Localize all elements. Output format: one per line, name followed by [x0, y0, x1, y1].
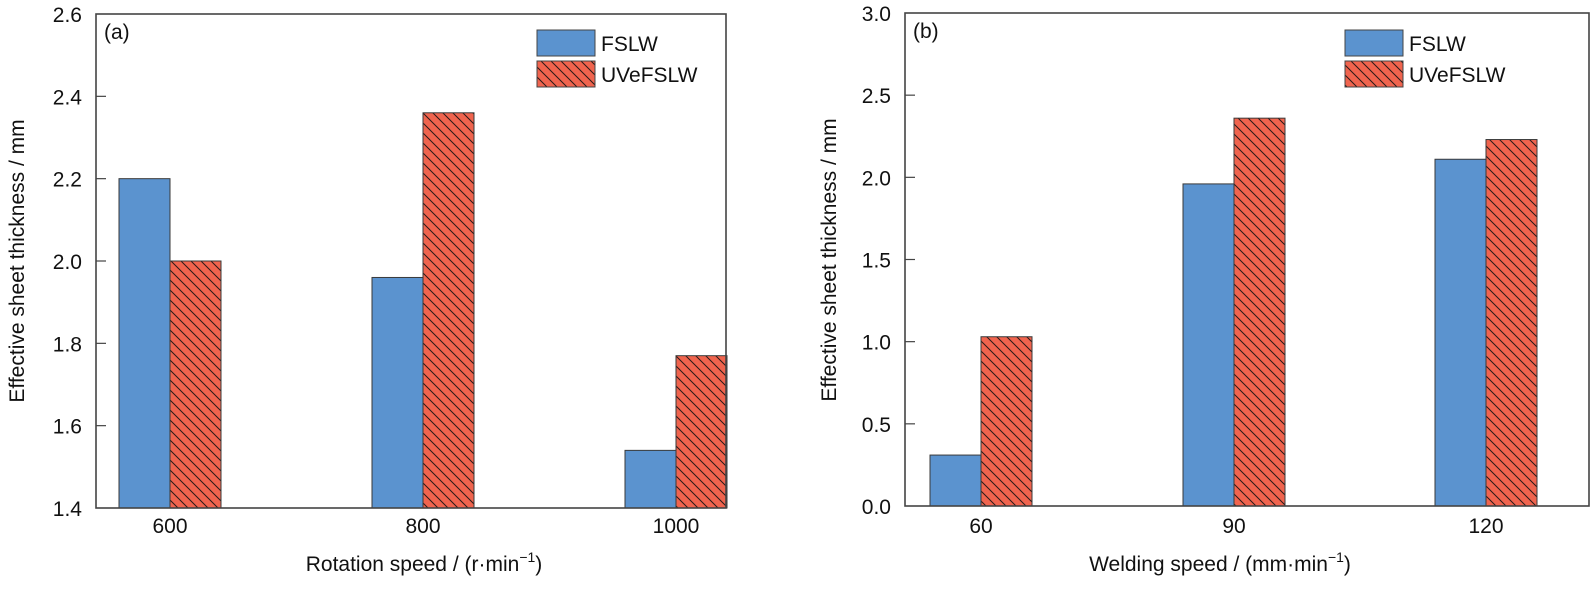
x-axis-title: Welding speed / (mm·min−1) — [1089, 549, 1351, 576]
legend-label-fslw: FSLW — [601, 33, 658, 56]
chart-panel-a: 1.4 1.6 1.8 2.0 2.2 2.4 2.6 600 800 1000 Rotation … — [6, 4, 728, 576]
bar-uvefslw-600 — [169, 260, 222, 509]
x-axis-title-tail: ) — [1344, 553, 1351, 576]
y-tick-label: 3.0 — [862, 3, 891, 26]
bar-fslw-90 — [1182, 183, 1235, 507]
legend: FSLW UVeFSLW — [536, 29, 698, 88]
y-tick-label: 1.5 — [862, 250, 891, 273]
panel-label: (a) — [104, 21, 130, 44]
y-tick-label: 2.2 — [53, 169, 82, 192]
y-tick-label: 1.4 — [53, 498, 83, 521]
legend-swatch-fslw — [1344, 29, 1404, 57]
x-axis-title: Rotation speed / (r·min−1) — [306, 549, 543, 576]
legend-swatch-uvefslw — [536, 60, 596, 88]
x-tick-label: 1000 — [653, 515, 700, 538]
panel-label: (b) — [913, 20, 939, 43]
legend-swatch-fslw — [536, 29, 596, 57]
y-tick-label: 0.0 — [862, 496, 891, 519]
x-axis-title-main: Welding speed / (mm·min — [1089, 553, 1328, 576]
y-tick-label: 1.6 — [53, 416, 82, 439]
x-axis-title-sup: −1 — [519, 549, 535, 565]
bar-fslw-1000 — [624, 449, 677, 509]
y-tick-label: 2.6 — [53, 4, 82, 27]
y-tick-label: 2.5 — [862, 85, 891, 108]
x-tick-label: 120 — [1468, 515, 1503, 538]
bar-uvefslw-90 — [1233, 117, 1286, 507]
x-tick-label: 60 — [969, 515, 992, 538]
legend-swatch-uvefslw — [1344, 60, 1404, 88]
y-tick-label: 2.0 — [53, 251, 82, 274]
legend-label-uvefslw: UVeFSLW — [601, 64, 698, 87]
bar-fslw-600 — [118, 178, 171, 509]
x-axis-title-sup: −1 — [1328, 549, 1344, 565]
legend-label-uvefslw: UVeFSLW — [1409, 64, 1506, 87]
bar-uvefslw-120 — [1485, 139, 1538, 507]
bar-uvefslw-800 — [422, 112, 475, 509]
legend-label-fslw: FSLW — [1409, 33, 1466, 56]
y-axis-title: Effective sheet thickness / mm — [6, 119, 29, 402]
x-tick-label: 600 — [152, 515, 187, 538]
y-tick-label: 2.0 — [862, 167, 891, 190]
legend: FSLW UVeFSLW — [1344, 29, 1506, 88]
x-tick-label: 800 — [405, 515, 440, 538]
y-axis-title: Effective sheet thickness / mm — [818, 118, 841, 401]
bar-fslw-60 — [929, 454, 982, 507]
bar-uvefslw-60 — [980, 336, 1033, 507]
chart-panel-b: 0.0 0.5 1.0 1.5 2.0 2.5 3.0 60 90 120 Welding spee… — [818, 3, 1590, 576]
y-tick-label: 1.0 — [862, 332, 891, 355]
x-axis-title-tail: ) — [535, 553, 542, 576]
x-tick-label: 90 — [1222, 515, 1245, 538]
bar-uvefslw-1000 — [675, 355, 728, 509]
bar-fslw-800 — [371, 276, 424, 509]
y-tick-label: 1.8 — [53, 333, 82, 356]
bar-fslw-120 — [1434, 158, 1487, 507]
y-tick-label: 0.5 — [862, 414, 891, 437]
y-tick-label: 2.4 — [53, 86, 83, 109]
x-axis-title-main: Rotation speed / (r·min — [306, 553, 520, 576]
